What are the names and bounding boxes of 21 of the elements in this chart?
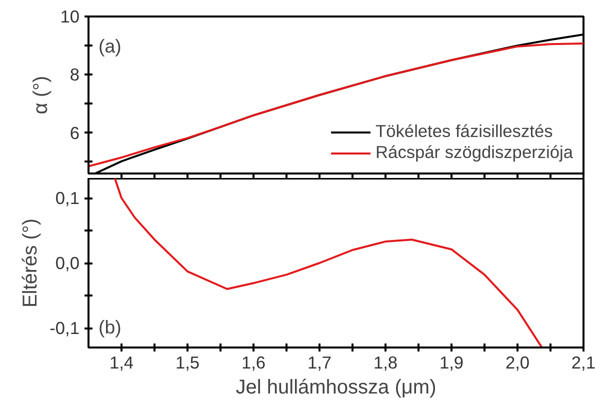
x-axis-title: Jel hullámhossza (μm) bbox=[236, 376, 436, 398]
x-tick-label: 1,7 bbox=[307, 352, 332, 372]
annotation: (a) bbox=[98, 36, 122, 56]
y-tick-label: 0,1 bbox=[55, 188, 80, 208]
annotation: (b) bbox=[98, 316, 122, 338]
y-tick-label: 0,0 bbox=[55, 253, 80, 273]
y-tick-label: 10 bbox=[60, 6, 80, 26]
x-tick-label: 2,1 bbox=[571, 352, 595, 372]
x-tick-label: 2,0 bbox=[505, 352, 530, 372]
y-tick-label: -0,1 bbox=[50, 318, 80, 338]
legend-label: Tökéletes fázisillesztés bbox=[376, 121, 553, 142]
y-axis-title: Eltérés (°) bbox=[20, 218, 42, 308]
y-tick-label: 8 bbox=[70, 64, 80, 85]
x-tick-label: 1,5 bbox=[175, 352, 200, 372]
x-tick-label: 1,6 bbox=[241, 352, 266, 372]
x-tick-label: 1,4 bbox=[109, 352, 134, 372]
x-tick-label: 1,8 bbox=[373, 352, 398, 372]
legend-label: Rácspár szögdiszperziója bbox=[376, 142, 573, 163]
y-axis-title: α (°) bbox=[30, 76, 52, 114]
x-tick-label: 1,9 bbox=[439, 352, 464, 372]
y-tick-label: 6 bbox=[70, 122, 80, 143]
